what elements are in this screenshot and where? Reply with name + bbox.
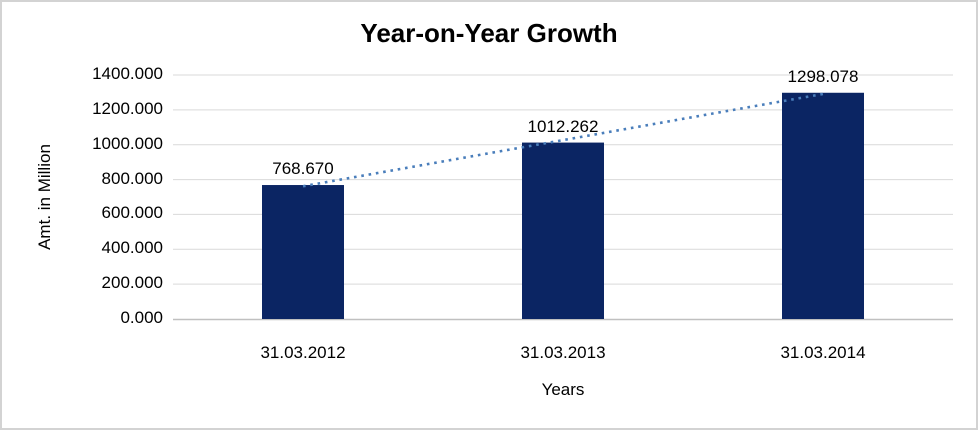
y-tick-label: 1000.000: [92, 133, 163, 153]
y-tick-label: 1200.000: [92, 98, 163, 118]
y-tick-label: 1400.000: [92, 64, 163, 83]
x-tick-label: 31.03.2013: [520, 343, 606, 362]
y-tick-label: 800.000: [101, 168, 163, 188]
chart-title: Year-on-Year Growth: [360, 18, 618, 48]
x-tick-label: 31.03.2012: [260, 343, 346, 362]
y-tick-label: 200.000: [101, 273, 163, 293]
x-axis-title: Years: [541, 380, 585, 399]
x-tick-label: 31.03.2014: [780, 343, 866, 362]
bar-31.03.2013: [522, 142, 604, 319]
y-tick-label: 0.000: [120, 308, 163, 327]
y-axis-title: Amt. in Million: [35, 144, 54, 250]
y-tick-label: 400.000: [101, 238, 163, 258]
data-label: 768.670: [272, 159, 334, 179]
data-label: 1012.262: [527, 116, 599, 136]
data-label: 1298.078: [787, 66, 859, 86]
y-tick-label: 600.000: [101, 203, 163, 223]
bar-31.03.2014: [782, 92, 864, 319]
bar-31.03.2012: [262, 185, 344, 319]
